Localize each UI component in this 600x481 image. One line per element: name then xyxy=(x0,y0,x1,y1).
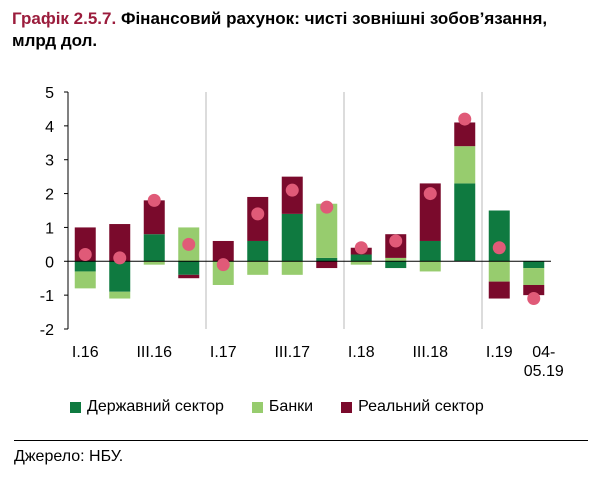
legend-label-real: Реальний сектор xyxy=(358,398,484,415)
y-tick-label: 0 xyxy=(45,254,54,271)
bar-banks-12 xyxy=(488,261,510,282)
bar-gov-1 xyxy=(109,261,131,292)
bar-banks-10 xyxy=(419,261,441,272)
x-tick-label: III.17 xyxy=(274,344,310,361)
bar-gov-11 xyxy=(454,183,476,262)
bar-gov-7 xyxy=(316,257,338,262)
y-tick-label: 1 xyxy=(45,220,54,237)
legend-swatch-banks xyxy=(251,401,263,413)
bar-real-2 xyxy=(143,200,165,235)
total-point-0 xyxy=(78,248,92,262)
total-point-1 xyxy=(113,251,127,265)
bar-gov-10 xyxy=(419,240,441,262)
bar-banks-1 xyxy=(109,291,131,299)
bar-gov-8 xyxy=(350,254,372,262)
total-point-9 xyxy=(389,234,403,248)
total-point-3 xyxy=(182,237,196,251)
x-tick-label: I.19 xyxy=(486,344,513,361)
legend-item-banks: Банки xyxy=(251,398,314,416)
y-tick-label: 4 xyxy=(45,119,54,136)
bar-real-1 xyxy=(109,224,131,262)
chart-legend: Державний сектор Банки Реальний сектор xyxy=(70,398,512,416)
bar-banks-0 xyxy=(74,271,96,289)
x-tick-label: 05.19 xyxy=(524,363,564,380)
chart-number: Графік 2.5.7. xyxy=(12,9,117,28)
legend-label-banks: Банки xyxy=(268,398,314,415)
bar-banks-6 xyxy=(281,261,303,275)
y-tick-label: 5 xyxy=(45,85,54,102)
bar-real-10 xyxy=(419,183,441,241)
total-point-11 xyxy=(458,112,472,126)
bar-banks-8 xyxy=(350,261,372,265)
x-tick-label: 04- xyxy=(532,344,555,361)
bar-gov-0 xyxy=(74,261,96,272)
total-point-8 xyxy=(354,241,368,255)
total-point-6 xyxy=(285,183,299,197)
y-tick-label: -1 xyxy=(40,288,54,305)
bar-gov-13 xyxy=(523,261,545,269)
y-tick-label: -2 xyxy=(40,322,54,339)
bar-gov-6 xyxy=(281,213,303,262)
x-tick-label: I.16 xyxy=(72,344,99,361)
bar-real-12 xyxy=(488,281,510,299)
source-note: Джерело: НБУ. xyxy=(14,448,124,465)
x-tick-label: III.16 xyxy=(136,344,172,361)
total-point-2 xyxy=(147,193,161,207)
bar-banks-7 xyxy=(316,203,338,258)
bar-real-7 xyxy=(316,261,338,269)
bar-real-13 xyxy=(523,284,545,296)
chart-title-text: Фінансовий рахунок: чисті зовнішні зобов… xyxy=(12,9,548,50)
bar-gov-2 xyxy=(143,234,165,262)
legend-swatch-gov xyxy=(70,401,81,413)
bar-gov-9 xyxy=(385,261,407,269)
total-point-12 xyxy=(492,241,506,255)
x-tick-label: III.18 xyxy=(412,344,448,361)
bar-banks-5 xyxy=(247,261,269,275)
legend-item-gov: Державний сектор xyxy=(70,398,224,416)
bar-banks-9 xyxy=(385,257,407,262)
x-tick-label: I.17 xyxy=(210,344,237,361)
total-point-5 xyxy=(251,207,265,221)
total-point-7 xyxy=(320,200,334,214)
bar-real-11 xyxy=(454,122,476,147)
total-point-4 xyxy=(216,258,230,272)
legend-item-real: Реальний сектор xyxy=(341,398,484,416)
legend-swatch-real xyxy=(341,401,353,413)
x-tick-label: I.18 xyxy=(348,344,375,361)
bar-gov-5 xyxy=(247,240,269,262)
legend-label-gov: Державний сектор xyxy=(87,398,224,415)
bar-real-3 xyxy=(178,274,200,279)
chart-title: Графік 2.5.7. Фінансовий рахунок: чисті … xyxy=(12,8,592,52)
footer-divider xyxy=(14,440,588,441)
bar-real-4 xyxy=(212,240,234,262)
y-tick-label: 2 xyxy=(45,187,54,204)
total-point-13 xyxy=(527,292,541,306)
bar-banks-13 xyxy=(523,268,545,285)
bar-banks-11 xyxy=(454,146,476,184)
total-point-10 xyxy=(423,187,437,201)
chart-plot: -2 -1 0 1 2 3 4 5 I.16 III.16 I.17 III.17 I.18 III.18… xyxy=(40,85,564,380)
bar-gov-3 xyxy=(178,261,200,275)
bar-banks-2 xyxy=(143,261,165,265)
y-tick-label: 3 xyxy=(45,153,54,170)
